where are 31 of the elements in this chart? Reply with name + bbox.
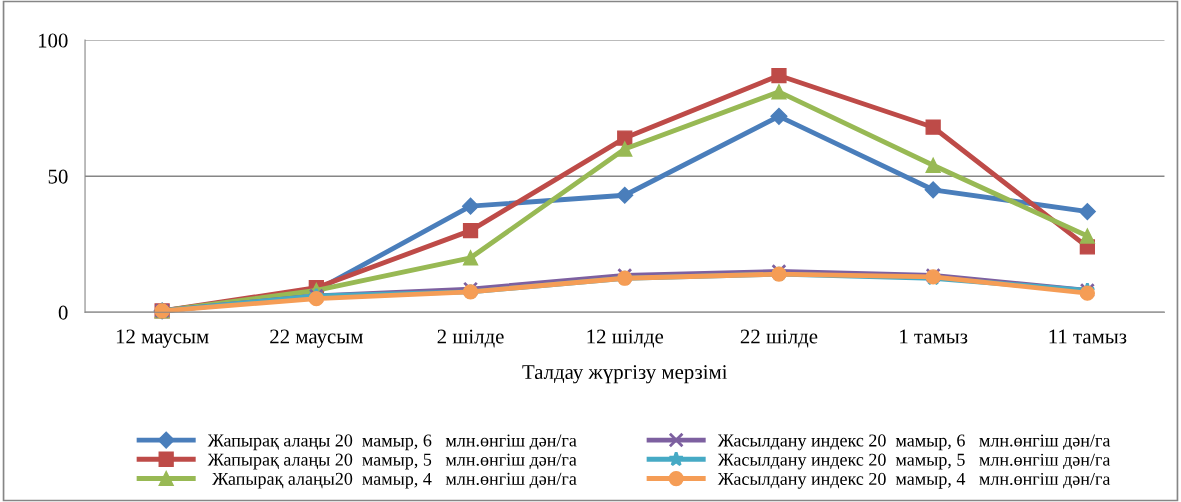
point bbox=[924, 181, 942, 199]
x-tick-label: 22 маусым bbox=[270, 329, 363, 348]
point bbox=[925, 119, 941, 135]
x-tick-label: 11 тамыз bbox=[1049, 329, 1127, 344]
point bbox=[461, 197, 480, 215]
legend-label: Жапырақ алаңы 20 мамыр, 5 млн.өнгіш дән/га bbox=[207, 453, 577, 470]
point bbox=[616, 186, 634, 204]
point bbox=[462, 222, 479, 239]
legend-label: Жасылдану индекс 20 мамыр, 4 млн.өнгіш дән/га bbox=[717, 472, 1111, 489]
point bbox=[771, 67, 787, 84]
point bbox=[617, 141, 633, 157]
point bbox=[617, 130, 633, 146]
point bbox=[462, 250, 479, 266]
x-tick-label: 12 маусым bbox=[116, 329, 209, 348]
point bbox=[770, 107, 788, 125]
x-tick-label: 2 шілде bbox=[437, 329, 504, 348]
y-tick-label: 0 bbox=[58, 305, 68, 320]
y-tick-label: 100 bbox=[38, 33, 68, 48]
x-tick-label: 22 шілде bbox=[740, 329, 818, 348]
point bbox=[1079, 228, 1096, 244]
legend-label: Жасылдану индекс 20 мамыр, 5 млн.өнгіш дән/га bbox=[717, 453, 1111, 470]
x-axis-title: Талдау жүргізу мерзімі bbox=[522, 365, 728, 384]
x-tick-label: 1 тамыз bbox=[900, 329, 968, 344]
x-tick-label: 12 шілде bbox=[587, 329, 664, 348]
point bbox=[771, 84, 787, 100]
point bbox=[925, 157, 941, 173]
legend-label: Жапырақ алаңы 20 мамыр, 6 млн.өнгіш дән/га bbox=[207, 434, 577, 451]
y-tick-label: 50 bbox=[48, 169, 68, 184]
point bbox=[1078, 203, 1096, 221]
legend-label: Жапырақ алаңы20 мамыр, 4 млн.өнгіш дән/га bbox=[212, 472, 577, 489]
legend-label: Жасылдану индекс 20 мамыр, 6 млн.өнгіш дән/га bbox=[717, 434, 1111, 451]
